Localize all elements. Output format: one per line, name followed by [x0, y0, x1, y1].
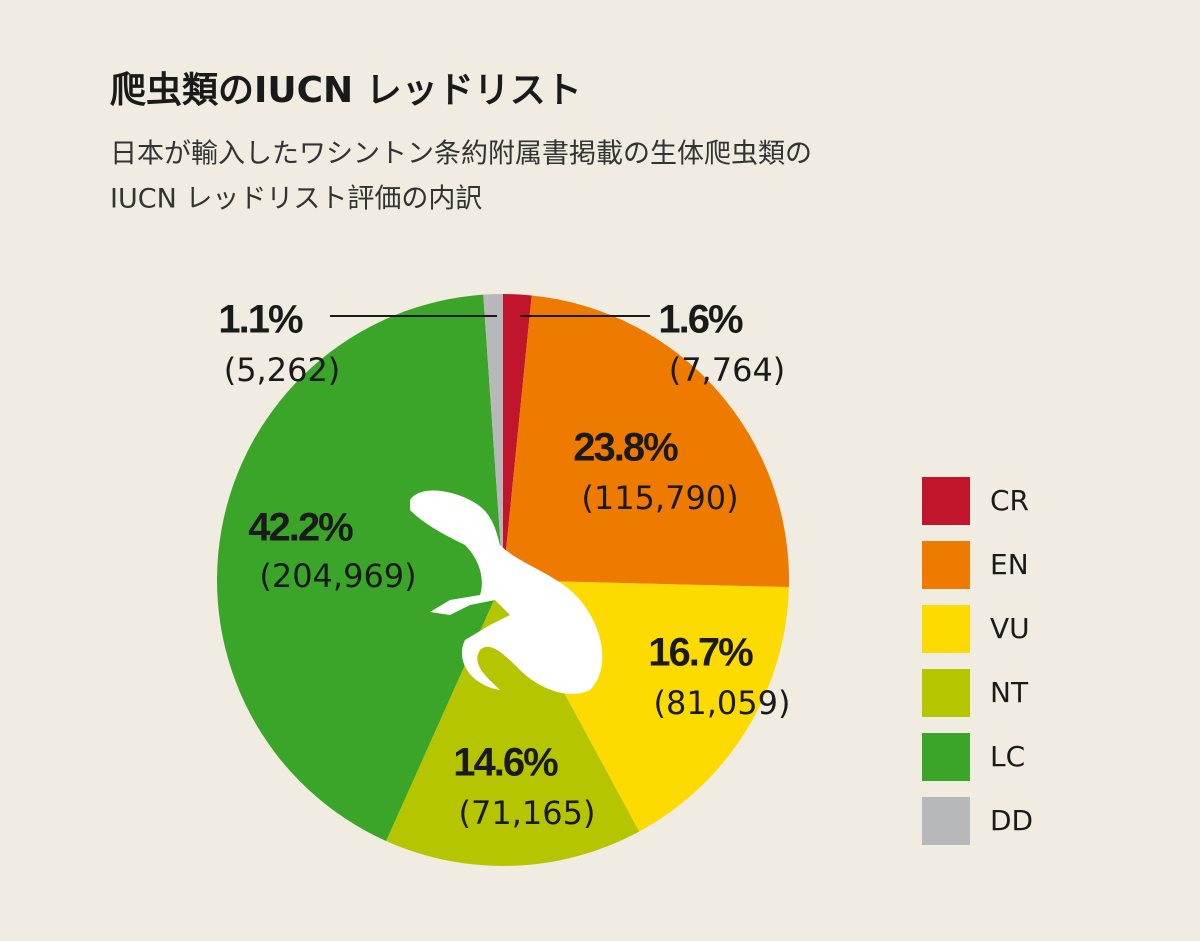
subtitle: 日本が輸入したワシントン条約附属書掲載の生体爬虫類の [110, 139, 812, 170]
pie-slice [386, 580, 640, 866]
percent-label: 14.6% [453, 741, 558, 785]
legend-swatch [922, 541, 970, 589]
percent-label: 42.2% [248, 506, 353, 550]
count-label: (204,969) [259, 557, 416, 595]
legend-label: DD [990, 804, 1033, 837]
lizard-silhouette [410, 490, 603, 694]
subtitle: IUCN レッドリスト評価の内訳 [110, 184, 482, 215]
legend-swatch [922, 797, 970, 845]
count-label: (81,059) [654, 684, 791, 722]
pie-slice [503, 294, 532, 580]
percent-label: 23.8% [573, 426, 678, 470]
count-label: (7,764) [669, 351, 786, 389]
count-label: (71,165) [459, 794, 596, 832]
legend-swatch [922, 477, 970, 525]
percent-label: 1.1% [218, 298, 303, 342]
count-label: (5,262) [224, 351, 341, 389]
legend-label: NT [990, 676, 1029, 709]
percent-label: 16.7% [648, 631, 753, 675]
legend-label: LC [990, 740, 1025, 773]
legend-label: CR [990, 484, 1029, 517]
chart-title: 爬虫類のIUCN レッドリスト [110, 70, 582, 111]
pie-slice [503, 295, 789, 588]
legend-label: VU [990, 612, 1030, 645]
pie-slice [216, 294, 503, 842]
count-label: (115,790) [581, 479, 738, 517]
legend-label: EN [990, 548, 1029, 581]
pie-slice [483, 294, 503, 580]
legend-swatch [922, 605, 970, 653]
percent-label: 1.6% [658, 298, 743, 342]
legend-swatch [922, 733, 970, 781]
legend-swatch [922, 669, 970, 717]
